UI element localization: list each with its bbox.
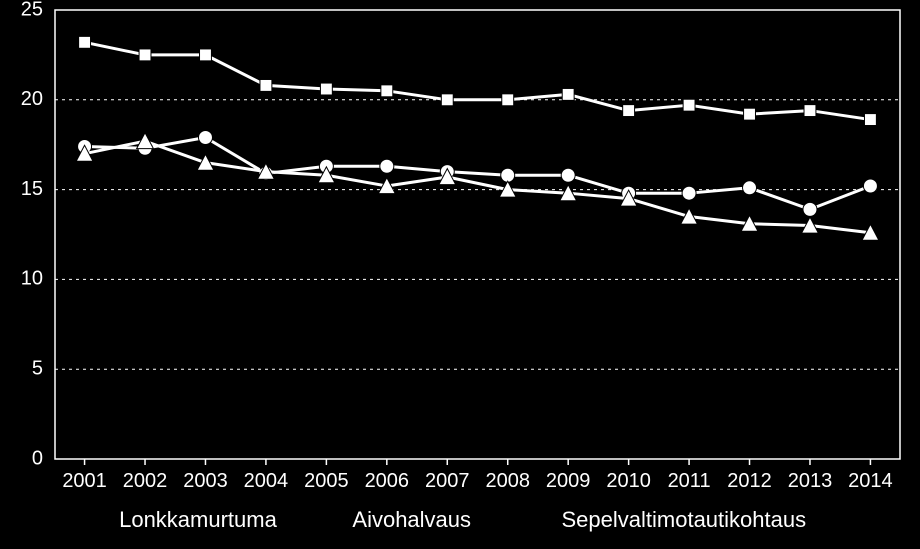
marker-square-icon <box>260 79 272 91</box>
marker-square-icon <box>744 108 756 120</box>
plot-area <box>55 10 900 459</box>
marker-circle-icon <box>803 202 817 216</box>
y-tick-label: 10 <box>21 268 43 290</box>
marker-square-icon <box>864 114 876 126</box>
line-chart: 0 5 10 15 20 25 2001 2002 2003 2004 2005 2006 2007 20… <box>0 0 920 549</box>
x-tick-label: 2007 <box>425 470 470 492</box>
y-tick-label: 20 <box>21 88 43 110</box>
legend-marker-icon <box>320 515 332 527</box>
x-tick-label: 2001 <box>62 470 107 492</box>
y-tick-label: 25 <box>21 0 43 20</box>
x-tick-label: 2006 <box>365 470 410 492</box>
x-tick-label: 2005 <box>304 470 349 492</box>
y-tick-label: 5 <box>32 357 43 379</box>
marker-square-icon <box>320 83 332 95</box>
x-tick-label: 2010 <box>606 470 651 492</box>
y-tick-label: 15 <box>21 178 43 200</box>
x-tick-label: 2002 <box>123 470 168 492</box>
marker-circle-icon <box>380 159 394 173</box>
marker-square-icon <box>381 85 393 97</box>
x-tick-label: 2013 <box>788 470 833 492</box>
marker-circle-icon <box>198 131 212 145</box>
x-tick-label: 2009 <box>546 470 591 492</box>
marker-circle-icon <box>743 181 757 195</box>
marker-square-icon <box>441 94 453 106</box>
x-tick-label: 2003 <box>183 470 228 492</box>
marker-square-icon <box>623 105 635 117</box>
x-tick-label: 2008 <box>485 470 530 492</box>
marker-square-icon <box>139 49 151 61</box>
legend-label: Sepelvaltimotautikohtaus <box>562 507 807 532</box>
marker-square-icon <box>683 99 695 111</box>
x-tick-label: 2011 <box>668 470 711 492</box>
marker-circle-icon <box>682 186 696 200</box>
marker-circle-icon <box>561 168 575 182</box>
legend-marker-icon <box>86 514 100 528</box>
legend-label: Lonkkamurtuma <box>119 507 278 532</box>
x-tick-label: 2014 <box>848 470 893 492</box>
marker-square-icon <box>200 49 212 61</box>
marker-square-icon <box>562 88 574 100</box>
marker-square-icon <box>804 105 816 117</box>
legend-label: Aivohalvaus <box>352 507 471 532</box>
marker-square-icon <box>79 36 91 48</box>
legend: Lonkkamurtuma Aivohalvaus Sepelvaltimotaut… <box>73 507 806 532</box>
x-tick-label: 2012 <box>727 470 772 492</box>
marker-square-icon <box>502 94 514 106</box>
x-tick-label: 2004 <box>244 470 289 492</box>
y-tick-label: 0 <box>32 447 43 469</box>
marker-circle-icon <box>863 179 877 193</box>
